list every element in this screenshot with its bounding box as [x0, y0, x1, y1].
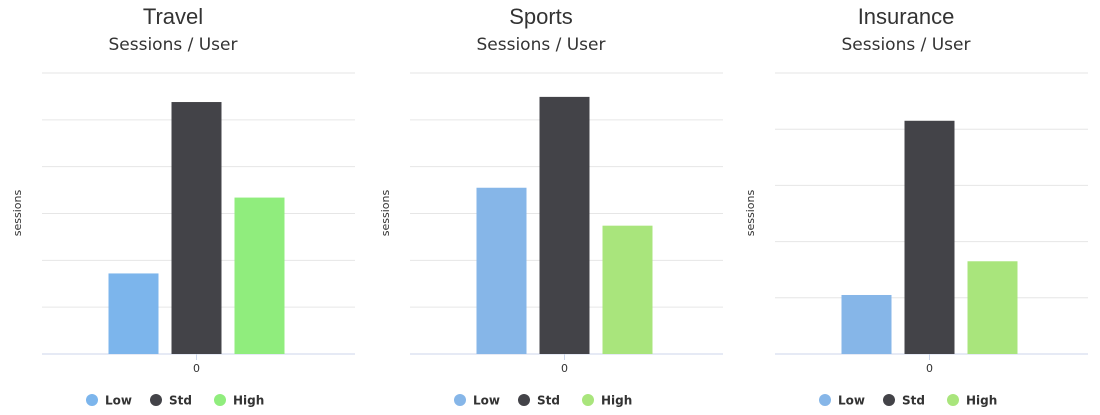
legend-label: Low: [838, 394, 865, 408]
legend-marker: [582, 394, 594, 406]
bar: [904, 120, 955, 355]
bar: [539, 96, 590, 354]
x-tick-label: 0: [926, 362, 933, 375]
legend-marker: [518, 394, 530, 406]
y-axis-label: sessions: [744, 190, 757, 237]
legend-marker: [214, 394, 226, 406]
legend-label: High: [233, 394, 264, 408]
legend-label: Std: [537, 394, 560, 408]
legend-marker: [150, 394, 162, 406]
x-tick-label: 0: [193, 362, 200, 375]
bar: [841, 294, 892, 354]
legend-label: Low: [473, 394, 500, 408]
legend-label: High: [966, 394, 997, 408]
chart-title: Travel: [143, 4, 203, 29]
legend-label: High: [601, 394, 632, 408]
legend-marker: [947, 394, 959, 406]
legend-label: Std: [169, 394, 192, 408]
y-axis-label: sessions: [379, 190, 392, 237]
chart-subtitle: Sessions / User: [841, 35, 970, 55]
bar: [967, 261, 1018, 354]
legend-label: Low: [105, 394, 132, 408]
legend-label: Std: [902, 394, 925, 408]
bar: [602, 225, 653, 354]
bar: [171, 102, 222, 354]
legend-marker: [454, 394, 466, 406]
legend-marker: [819, 394, 831, 406]
y-axis-label: sessions: [11, 190, 24, 237]
chart-subtitle: Sessions / User: [108, 35, 237, 55]
chart-title: Sports: [509, 4, 573, 29]
x-tick-label: 0: [561, 362, 568, 375]
bar: [108, 273, 159, 354]
bar: [234, 197, 285, 354]
chart-subtitle: Sessions / User: [476, 35, 605, 55]
legend-marker: [883, 394, 895, 406]
bar: [476, 187, 527, 354]
legend-marker: [86, 394, 98, 406]
chart-title: Insurance: [858, 4, 955, 29]
